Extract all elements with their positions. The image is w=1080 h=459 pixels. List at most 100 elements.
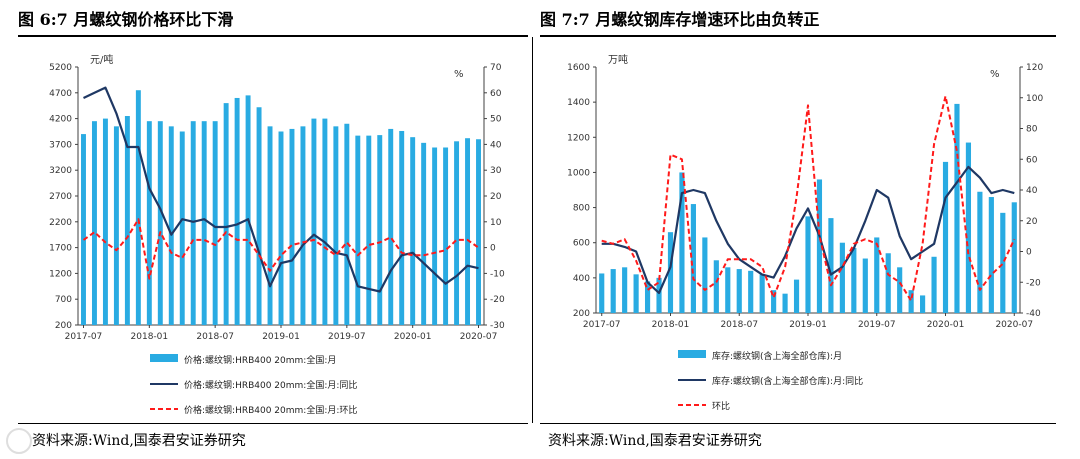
legend-label: 价格:螺纹钢:HRB400 20mm:全国:月:同比 [184, 379, 357, 391]
x-tick-label: 2018-07 [196, 332, 234, 342]
y-left-tick-label: 5200 [49, 63, 72, 73]
x-tick-label: 2020-01 [394, 332, 432, 342]
bar [146, 121, 152, 326]
yoy-series-line [83, 86, 479, 293]
bar [267, 126, 273, 325]
y-right-tick-label: 30 [490, 166, 502, 176]
bar [113, 126, 119, 325]
bar [679, 172, 685, 313]
bar [377, 135, 383, 325]
bar [344, 123, 350, 325]
bar [851, 247, 857, 313]
source-note: 资料来源:Wind,国泰君安证券研究 [32, 433, 246, 449]
bar [179, 131, 185, 325]
y-right-tick-label: 60 [490, 89, 502, 99]
y-left-tick-label: 1000 [567, 168, 590, 178]
bar [885, 253, 891, 313]
legend-swatch [150, 354, 178, 362]
bar [311, 118, 317, 325]
bar [256, 107, 262, 325]
bar [965, 142, 972, 313]
y-left-tick-label: 800 [573, 204, 590, 214]
y-left-tick-label: 2700 [49, 192, 72, 202]
bar [782, 293, 788, 313]
right-panel: 图 7:7 月螺纹钢库存增速环比由负转正 200 400 600 800 1000 120… [536, 0, 1080, 459]
bar [322, 118, 328, 325]
y-left-unit: 万吨 [608, 53, 628, 66]
bar [599, 273, 605, 313]
y-right-tick-label: 20 [490, 192, 502, 202]
y-left-tick-label: 4200 [49, 115, 72, 125]
bar [702, 237, 708, 313]
yoy-series-line [601, 165, 1015, 295]
legend-label: 库存:螺纹钢(含上海全部仓库):月:同比 [712, 375, 863, 387]
bar [1011, 202, 1017, 313]
y-left-tick-label: 1200 [567, 133, 590, 143]
x-tick-label: 2019-01 [789, 320, 827, 330]
bar [476, 139, 481, 325]
panel-divider [532, 37, 533, 423]
mom-series-line [82, 218, 480, 280]
bar [234, 97, 240, 326]
bottom-rule [18, 423, 528, 424]
bar [421, 142, 427, 325]
y-right-tick-label: -20 [490, 295, 505, 305]
y-left-tick-label: 1600 [567, 63, 590, 73]
y-left-tick-label: 200 [55, 321, 72, 331]
bar [771, 290, 777, 313]
figure-title: 图 7:7 月螺纹钢库存增速环比由负转正 [540, 10, 820, 29]
watermark-logo [6, 428, 32, 454]
bar [644, 281, 651, 313]
y-right-tick-label: -20 [1026, 278, 1041, 288]
y-right-tick-label: 10 [490, 218, 502, 228]
bar [102, 118, 108, 325]
bar [355, 135, 361, 325]
bar [954, 103, 960, 314]
y-right-unit: % [454, 69, 464, 80]
x-tick-label: 2020-07 [460, 332, 498, 342]
bar [622, 267, 628, 313]
legend-label: 价格:螺纹钢:HRB400 20mm:全国:月:环比 [184, 404, 357, 416]
y-right-unit: % [990, 69, 1000, 80]
y-right-tick-label: 40 [1026, 186, 1038, 196]
bar [805, 216, 811, 313]
y-left-tick-label: 3200 [49, 166, 72, 176]
bar [223, 103, 229, 326]
y-left-tick-label: 1700 [49, 244, 72, 254]
x-tick-label: 2020-07 [995, 320, 1033, 330]
legend-label: 库存:螺纹钢(含上海全部仓库):月 [712, 350, 842, 362]
bar [443, 147, 449, 325]
y-right-tick-label: 70 [490, 63, 502, 73]
bar [816, 179, 823, 313]
y-right-tick-label: 0 [490, 244, 496, 254]
bar [748, 270, 754, 313]
inventory-chart: 200 400 600 800 1000 1200 1400 1600 -40 -20 0 20 40 6… [567, 53, 1043, 412]
y-left-tick-label: 400 [573, 274, 590, 284]
y-left-tick-label: 1400 [567, 98, 590, 108]
title-rule [540, 35, 1056, 37]
bar [366, 135, 372, 325]
y-left-tick-label: 200 [573, 309, 590, 319]
bar [690, 204, 696, 313]
y-right-tick-label: 100 [1026, 94, 1043, 104]
bar [759, 274, 765, 313]
left-panel: 图 6:7 月螺纹钢价格环比下滑 200 700 1200 1700 2200 2700 3… [0, 0, 536, 459]
bar [135, 90, 141, 325]
bar [454, 141, 460, 325]
bar [610, 269, 616, 313]
x-tick-label: 2017-07 [65, 332, 103, 342]
bar [977, 191, 983, 313]
y-left-tick-label: 2200 [49, 218, 72, 228]
bar [190, 121, 196, 326]
x-tick-label: 2018-01 [652, 320, 690, 330]
bar [465, 138, 471, 325]
y-right-tick-label: -10 [490, 269, 505, 279]
x-tick-label: 2019-07 [858, 320, 896, 330]
bar [399, 130, 405, 325]
figure-title: 图 6:7 月螺纹钢价格环比下滑 [18, 10, 234, 29]
mom-series-line [601, 95, 1016, 302]
bar [212, 121, 218, 326]
y-left-tick-label: 4700 [49, 89, 72, 99]
bar [988, 197, 994, 313]
legend-label: 价格:螺纹钢:HRB400 20mm:全国:月 [184, 354, 336, 366]
